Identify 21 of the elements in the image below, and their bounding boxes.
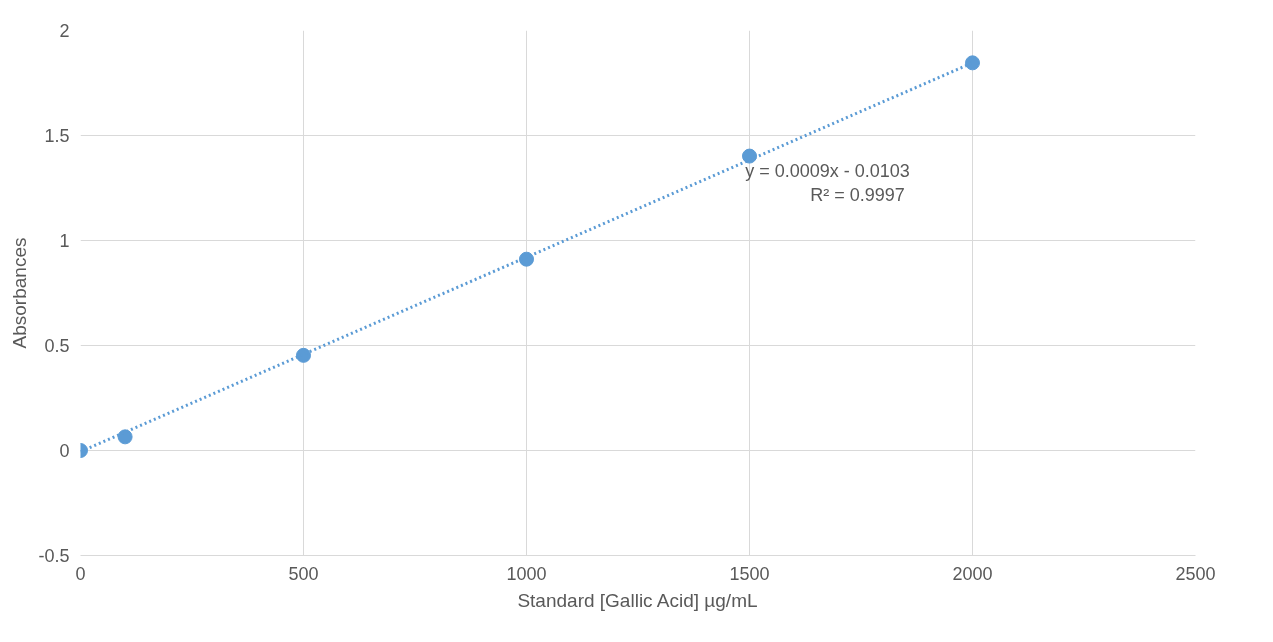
point xyxy=(519,251,534,267)
x-tick-label: 500 xyxy=(288,563,319,584)
point xyxy=(965,55,980,71)
annotation: R² = 0.9997 xyxy=(810,184,905,205)
y-tick-label: 1 xyxy=(59,231,70,251)
y-tick-label: 1.5 xyxy=(44,126,70,146)
y-axis-title: Absorbances xyxy=(9,237,31,349)
point xyxy=(296,347,311,363)
x-tick-label: 1500 xyxy=(729,563,770,584)
y-tick-label: 0 xyxy=(59,441,70,461)
x-axis-title: Standard [Gallic Acid] µg/mL xyxy=(517,589,758,611)
y-tick-label: 0.5 xyxy=(44,336,70,356)
point xyxy=(117,429,133,445)
x-tick-label: 0 xyxy=(75,563,86,584)
point xyxy=(742,148,757,164)
x-tick-label: 2500 xyxy=(1175,563,1216,584)
x-tick-label: 2000 xyxy=(952,563,993,584)
y-tick-label: -0.5 xyxy=(38,546,70,566)
annotation: y = 0.0009x - 0.0103 xyxy=(745,160,910,181)
x-tick-label: 1000 xyxy=(506,563,547,584)
y-tick-label: 2 xyxy=(59,21,70,41)
